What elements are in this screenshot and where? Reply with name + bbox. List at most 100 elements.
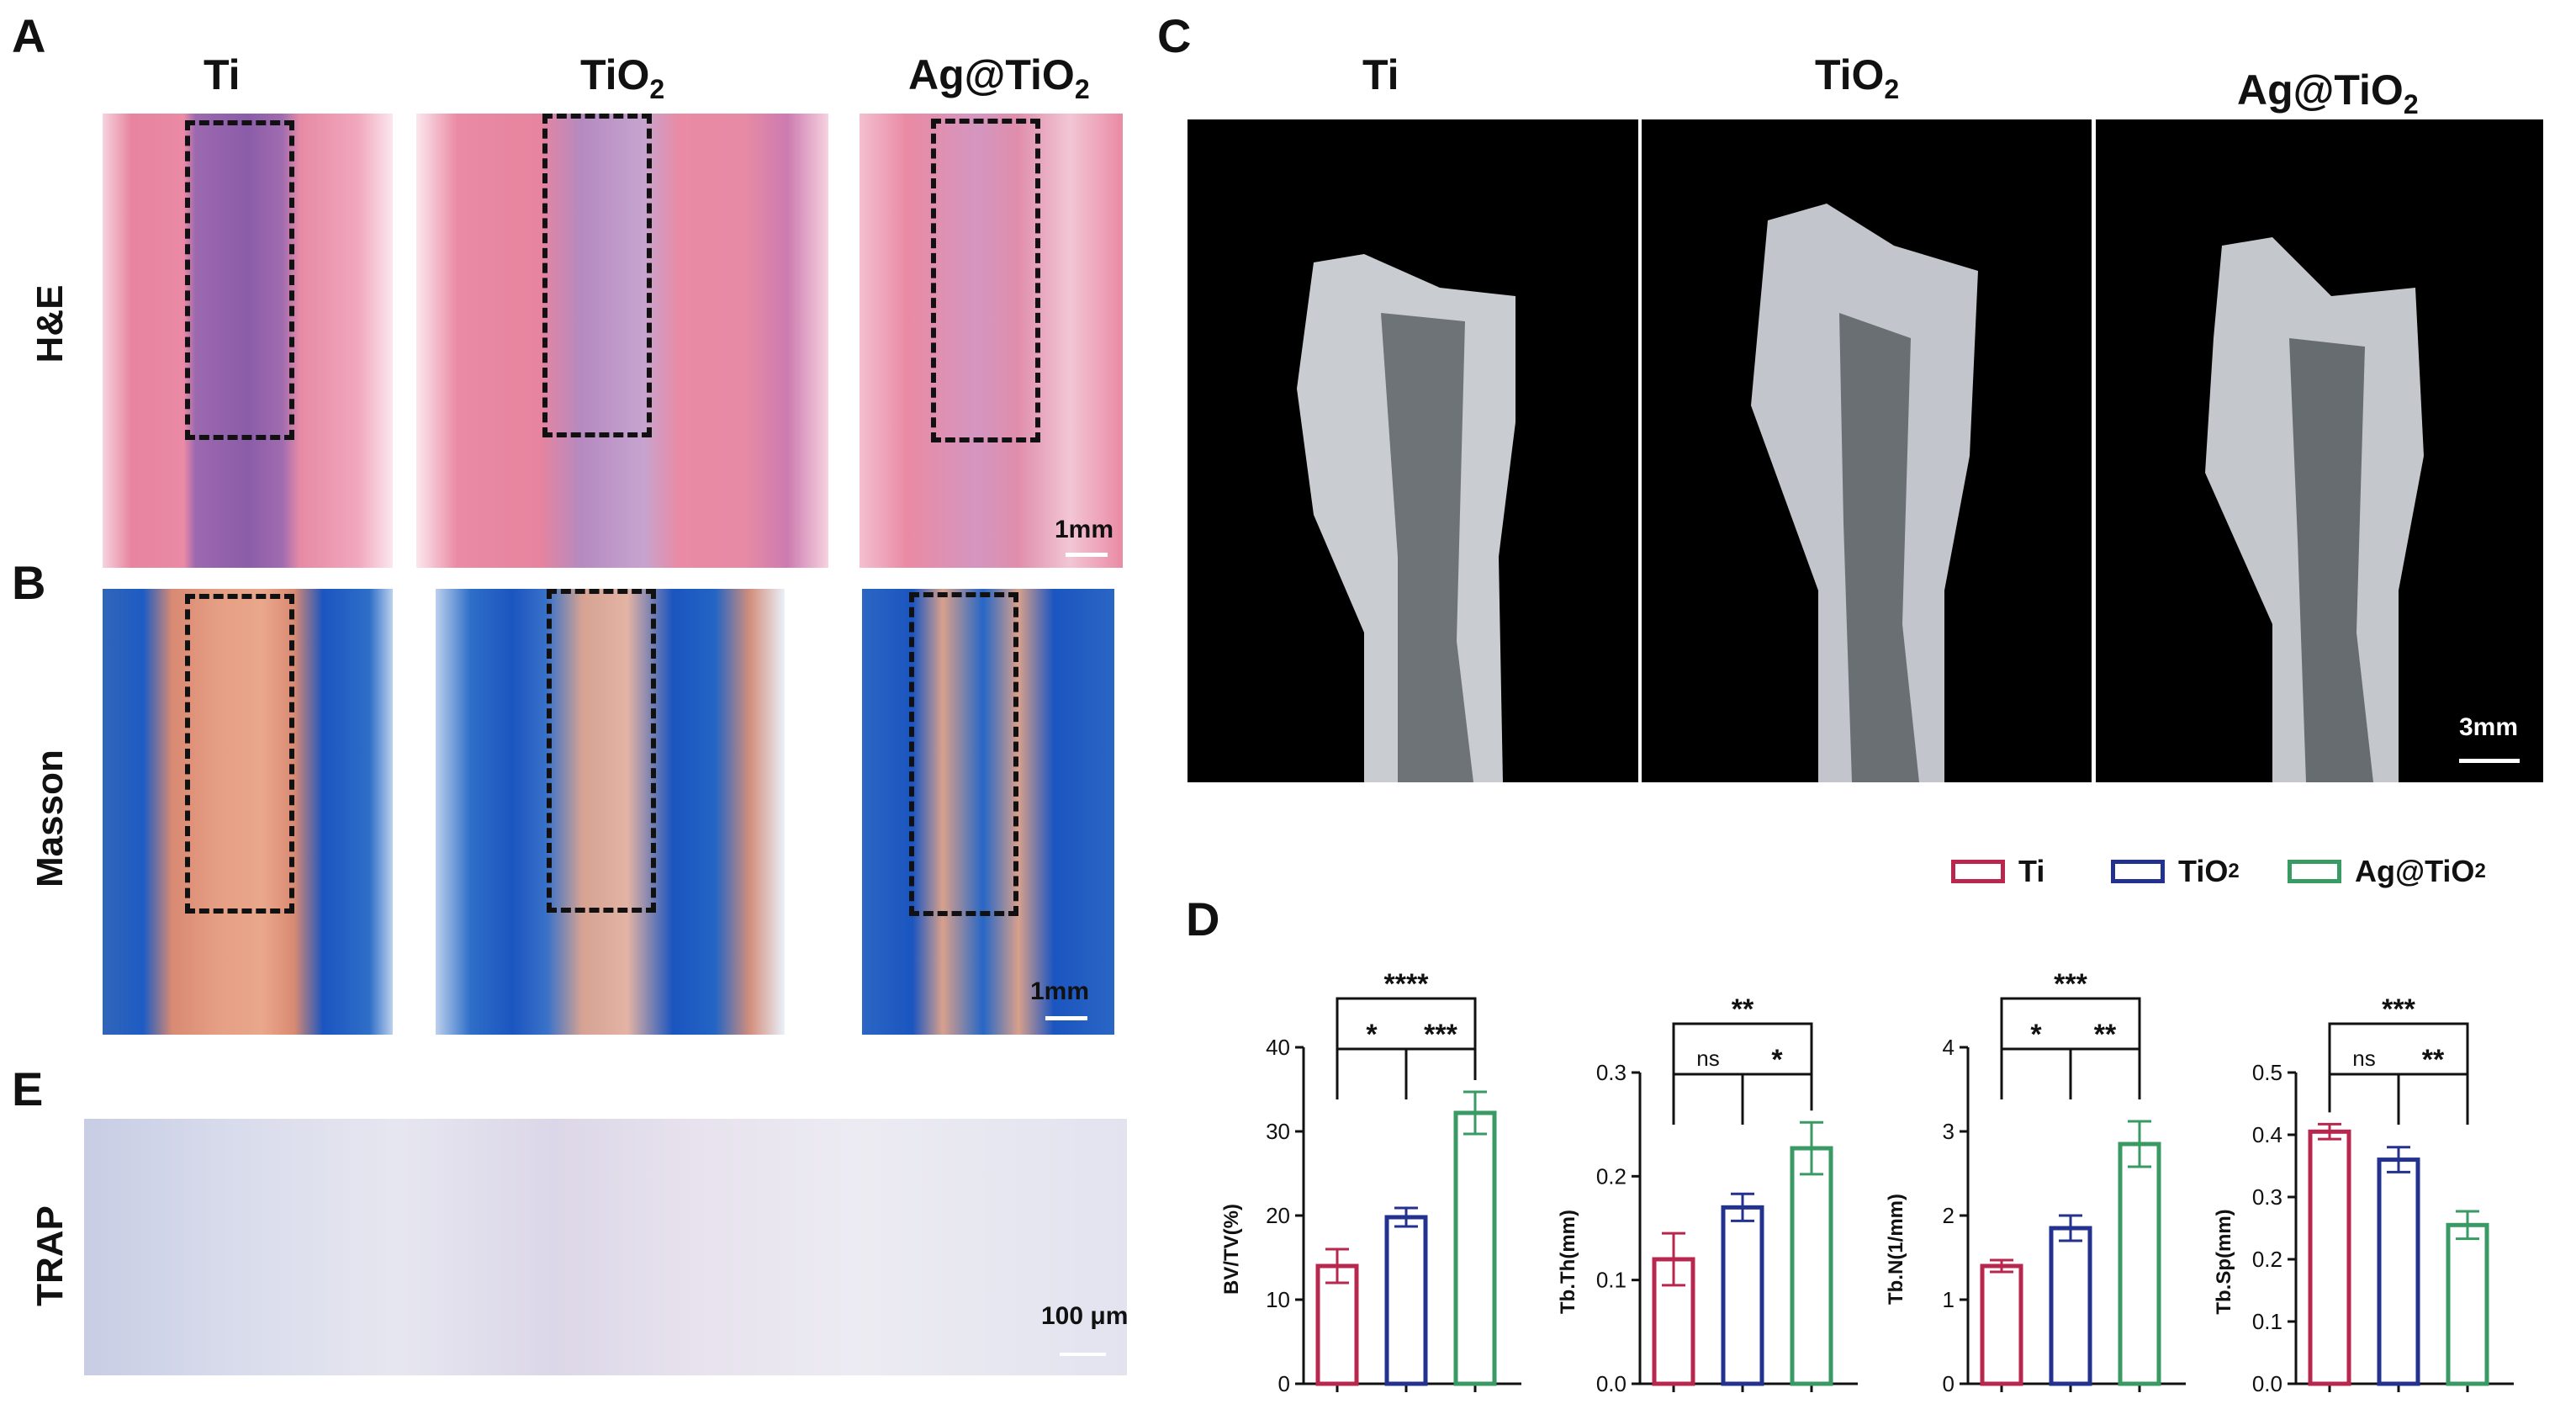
bar-Ag@TiO2 [1453,1110,1497,1386]
y-axis-label: BV/TV(%) [1220,1204,1243,1295]
y-axis-label: Tb.Th(mm) [1557,1210,1579,1314]
significance-bracket [1336,997,1477,1049]
y-tick-label: 2 [1943,1203,1954,1228]
bar-Ti [1980,1263,2023,1386]
significance-label: ** [2422,1044,2445,1076]
microct-image-ti [1187,119,1638,782]
he-image-agtio2: 1mm [860,114,1123,568]
bar-Ag@TiO2 [2446,1222,2489,1386]
y-tick-label: 0.5 [2252,1060,2282,1085]
y-tick-label: 4 [1943,1035,1954,1060]
significance-bracket [2328,1073,2400,1125]
significance-label: *** [2054,968,2087,1000]
bar-Ti [2308,1129,2351,1386]
roi-box [909,592,1018,916]
scalebar-trap [1060,1353,1106,1356]
roi-box [542,114,652,437]
y-tick-label: 10 [1266,1287,1290,1312]
significance-bracket [1672,1073,1744,1125]
scalebar-masson [1045,1016,1087,1020]
y-tick-label: 0.0 [2252,1371,2282,1396]
scalebar-label-trap: 100 μm [1041,1302,1127,1330]
roi-box [931,119,1040,442]
microct-image-tio2 [1642,119,2092,782]
significance-label: *** [2382,993,2415,1025]
significance-bracket [2069,1047,2141,1099]
y-tick-label: 0.2 [2252,1247,2282,1272]
panel-label-b: B [12,556,46,609]
significance-label: * [1366,1019,1378,1051]
bar-Ag@TiO2 [2118,1142,2161,1386]
scalebar-he [1066,553,1108,557]
roi-box [185,594,294,914]
significance-bracket [1336,1047,1408,1099]
legend-swatch-agtio2 [2288,860,2341,883]
panel-label-d: D [1186,893,1220,946]
legend-swatch-tio2 [2111,860,2165,883]
he-image-tio2 [416,114,828,568]
bar-Ag@TiO2 [1790,1146,1833,1386]
y-tick-label: 0.0 [1596,1371,1627,1396]
masson-image-tio2 [436,589,785,1035]
y-tick-label: 0.2 [1596,1163,1627,1189]
scalebar-label-he: 1mm [1055,516,1114,543]
y-tick-label: 0 [1943,1371,1954,1396]
y-tick-label: 0 [1278,1371,1290,1396]
significance-bracket [1741,1073,1813,1125]
microct-image-agtio2: 3mm [2096,119,2543,782]
scalebar-label-masson: 1mm [1030,977,1090,1005]
y-tick-label: 1 [1943,1287,1954,1312]
y-tick-label: 30 [1266,1119,1290,1144]
col-title-agtio2-ab: Ag@TiO2 [908,51,1090,104]
legend-item-ti: Ti [1951,854,2044,889]
col-title-ti-c: Ti [1362,51,1399,98]
significance-label: ns [2352,1046,2375,1071]
significance-label: ** [1732,993,1754,1025]
legend-item-tio2: TiO 2 [2111,854,2240,889]
chart-3: 0.0 0.1 0.2 0.3 0.4 0.5 Tb.Sp(mm) ns ***** [2213,993,2514,1396]
panel-label-e: E [12,1062,44,1115]
significance-bracket [1672,1022,1813,1074]
legend-swatch-ti [1951,860,2005,883]
significance-label: * [2030,1019,2042,1051]
col-title-agtio2-c: Ag@TiO2 [2237,66,2419,119]
bar-TiO2 [1721,1205,1764,1386]
col-title-ti-ab: Ti [204,51,241,98]
row-label-trap: TRAP [29,1205,71,1306]
scalebar-label-ct: 3mm [2459,713,2519,741]
significance-label: ns [1696,1046,1719,1071]
trap-image: 100 μm [84,1119,1127,1375]
significance-bracket [2328,1022,2469,1074]
significance-bracket [2397,1073,2469,1125]
significance-label: **** [1384,968,1430,1000]
panel-label-c: C [1157,9,1192,62]
chart-1: 0.00.10.20.3Tb.Th(mm)ns *** [1557,993,1858,1396]
masson-image-agtio2: 1mm [862,589,1114,1035]
bar-TiO2 [2377,1157,2420,1386]
bar-Ti [1315,1263,1359,1386]
panel-label-a: A [12,9,46,62]
col-title-tio2-ab: TiO2 [580,51,665,104]
significance-bracket [2000,997,2141,1049]
masson-image-ti [103,589,393,1035]
y-tick-label: 0.3 [1596,1060,1627,1085]
significance-label: ** [2094,1019,2117,1051]
col-title-tio2-c: TiO2 [1815,51,1900,104]
y-tick-label: 0.3 [2252,1184,2282,1210]
roi-box [185,120,294,440]
scalebar-ct [2459,759,2520,763]
y-tick-label: 40 [1266,1035,1290,1060]
significance-bracket [2000,1047,2072,1099]
significance-bracket [1404,1047,1477,1099]
y-axis-label: Tb.N(1/mm) [1885,1194,1907,1305]
row-label-he: H&E [29,284,71,363]
legend-item-agtio2: Ag@TiO 2 [2288,854,2486,889]
y-tick-label: 3 [1943,1119,1954,1144]
he-image-ti [103,114,393,568]
y-tick-label: 0.1 [1596,1268,1627,1293]
y-tick-label: 20 [1266,1203,1290,1228]
